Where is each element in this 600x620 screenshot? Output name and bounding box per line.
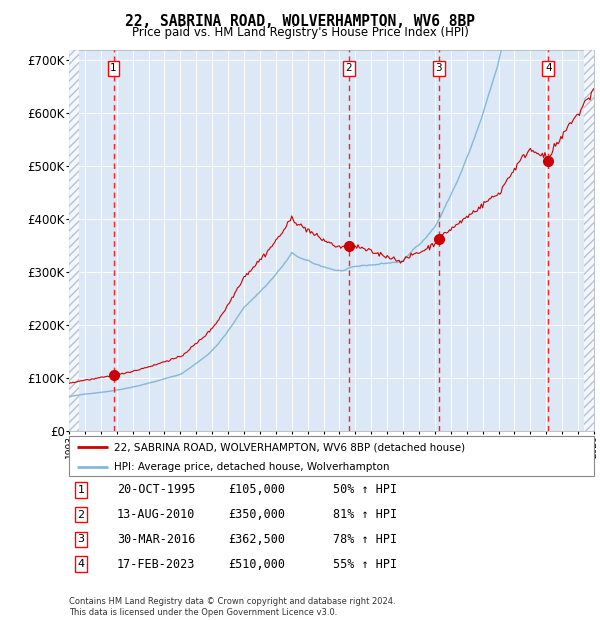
Text: 22, SABRINA ROAD, WOLVERHAMPTON, WV6 8BP: 22, SABRINA ROAD, WOLVERHAMPTON, WV6 8BP	[125, 14, 475, 29]
Text: HPI: Average price, detached house, Wolverhampton: HPI: Average price, detached house, Wolv…	[113, 463, 389, 472]
Text: 3: 3	[77, 534, 85, 544]
Text: 13-AUG-2010: 13-AUG-2010	[117, 508, 196, 521]
Text: 4: 4	[77, 559, 85, 569]
Text: 55% ↑ HPI: 55% ↑ HPI	[333, 558, 397, 570]
Text: 2: 2	[346, 63, 352, 73]
Bar	[584, 50, 594, 431]
Text: 50% ↑ HPI: 50% ↑ HPI	[333, 484, 397, 496]
FancyBboxPatch shape	[69, 436, 594, 476]
Text: 78% ↑ HPI: 78% ↑ HPI	[333, 533, 397, 546]
Text: 81% ↑ HPI: 81% ↑ HPI	[333, 508, 397, 521]
Text: 4: 4	[545, 63, 551, 73]
Text: Contains HM Land Registry data © Crown copyright and database right 2024.
This d: Contains HM Land Registry data © Crown c…	[69, 598, 395, 617]
Text: 30-MAR-2016: 30-MAR-2016	[117, 533, 196, 546]
Text: 1: 1	[110, 63, 117, 73]
Text: 3: 3	[436, 63, 442, 73]
Text: 22, SABRINA ROAD, WOLVERHAMPTON, WV6 8BP (detached house): 22, SABRINA ROAD, WOLVERHAMPTON, WV6 8BP…	[113, 442, 465, 452]
Text: £362,500: £362,500	[228, 533, 285, 546]
Text: 2: 2	[77, 510, 85, 520]
Bar	[69, 50, 79, 431]
Text: 1: 1	[77, 485, 85, 495]
Text: Price paid vs. HM Land Registry's House Price Index (HPI): Price paid vs. HM Land Registry's House …	[131, 26, 469, 39]
Text: £350,000: £350,000	[228, 508, 285, 521]
Text: £510,000: £510,000	[228, 558, 285, 570]
Text: 20-OCT-1995: 20-OCT-1995	[117, 484, 196, 496]
Text: £105,000: £105,000	[228, 484, 285, 496]
Text: 17-FEB-2023: 17-FEB-2023	[117, 558, 196, 570]
